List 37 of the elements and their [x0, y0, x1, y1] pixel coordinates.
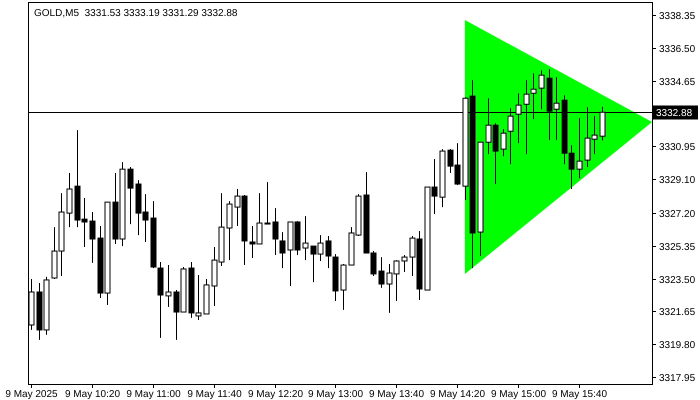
- candlestick: [378, 256, 384, 288]
- x-tick-label: 9 May 11:00: [126, 389, 182, 400]
- y-tick-label: 3329.10: [659, 175, 696, 186]
- candlestick: [576, 118, 582, 179]
- y-tick-label: 3321.65: [659, 307, 696, 318]
- candlestick: [166, 264, 172, 308]
- x-tick-label: 9 May 12:20: [248, 389, 304, 400]
- y-tick-label: 3334.65: [659, 77, 696, 88]
- x-tick-label: 9 May 10:20: [64, 389, 120, 400]
- candlestick: [538, 70, 544, 110]
- candlestick: [226, 200, 232, 261]
- x-tick-label: 9 May 13:00: [308, 389, 364, 400]
- x-tick-label: 9 May 2025: [5, 389, 58, 400]
- candlestick: [128, 166, 134, 225]
- y-tick-label: 3323.50: [659, 275, 696, 286]
- text: GOLD,M5 3331.53 3333.19 3331.29 3332.88: [34, 8, 238, 19]
- y-tick-label: 3330.95: [659, 142, 696, 153]
- candlestick: [326, 235, 332, 269]
- y-tick-label: 3338.35: [659, 11, 696, 22]
- y-tick-label: 3317.95: [659, 373, 696, 384]
- candlestick: [402, 254, 408, 272]
- y-tick-label: 3325.35: [659, 242, 696, 253]
- y-tick-label: 3319.80: [659, 340, 696, 351]
- candlestick: [264, 182, 270, 225]
- x-tick-label: 9 May 13:40: [368, 389, 424, 400]
- candlestick: [272, 208, 278, 256]
- ref-line-label: 3332.88: [656, 108, 693, 119]
- x-tick-label: 9 May 15:00: [490, 389, 546, 400]
- x-tick-label: 9 May 15:40: [552, 389, 608, 400]
- candlestick: [90, 212, 96, 264]
- candlestick: [280, 232, 286, 269]
- candlestick: [500, 128, 506, 157]
- candlestick: [302, 216, 308, 261]
- x-tick-label: 9 May 11:40: [187, 389, 242, 400]
- y-tick-label: 3336.50: [659, 44, 696, 55]
- x-tick-label: 9 May 14:20: [430, 389, 486, 400]
- y-tick-label: 3327.20: [659, 209, 696, 220]
